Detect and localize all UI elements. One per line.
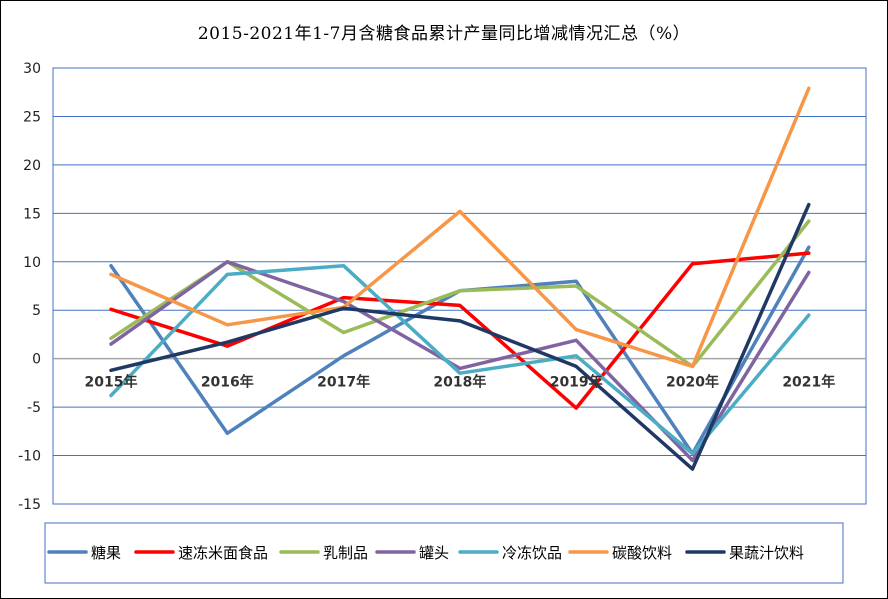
plot-area-border: [52, 67, 867, 505]
legend: 糖果 速冻米面食品 乳制品 罐头 冷冻饮品 碳酸饮料 果蔬汁饮料: [47, 544, 804, 562]
y-tick-label: 25: [23, 109, 41, 125]
legend-label: 速冻米面食品: [178, 544, 268, 562]
y-tick-label: -15: [18, 497, 41, 513]
series-lines: [109, 86, 811, 471]
legend-label: 碳酸饮料: [612, 544, 672, 562]
y-tick-label: 5: [32, 303, 41, 319]
x-tick-label: 2019年: [550, 374, 603, 391]
y-tick-label: 30: [23, 61, 41, 77]
y-axis-ticks: 30 25 20 15 10 5 0 -5 -10 -15: [18, 61, 41, 513]
legend-label: 冷冻饮品: [502, 544, 562, 562]
y-tick-label: 0: [32, 352, 41, 368]
series-line-4: [109, 260, 811, 463]
series-line-2: [109, 251, 811, 410]
legend-label: 果蔬汁饮料: [729, 544, 804, 562]
series-line-7: [109, 202, 811, 471]
x-tick-label: 2018年: [433, 374, 486, 391]
series-line-5: [109, 263, 811, 456]
gridlines: [53, 115, 866, 457]
x-tick-label: 2017年: [317, 374, 370, 391]
legend-label: 糖果: [91, 544, 121, 562]
y-tick-label: -5: [27, 400, 41, 416]
chart-title: 2015-2021年1-7月含糖食品累计产量同比增减情况汇总（%）: [197, 24, 691, 44]
x-tick-label: 2020年: [666, 374, 719, 391]
y-tick-label: 10: [23, 255, 41, 271]
y-tick-label: -10: [18, 449, 41, 465]
x-tick-label: 2016年: [201, 374, 254, 391]
legend-label: 罐头: [419, 544, 449, 562]
y-tick-label: 20: [23, 158, 41, 174]
x-tick-label: 2021年: [782, 374, 835, 391]
series-line-6: [109, 86, 811, 369]
y-tick-label: 15: [23, 206, 41, 222]
legend-label: 乳制品: [323, 544, 368, 562]
x-tick-label: 2015年: [85, 374, 138, 391]
x-axis-ticks: 2015年 2016年 2017年 2018年 2019年 2020年 2021年: [85, 374, 836, 391]
